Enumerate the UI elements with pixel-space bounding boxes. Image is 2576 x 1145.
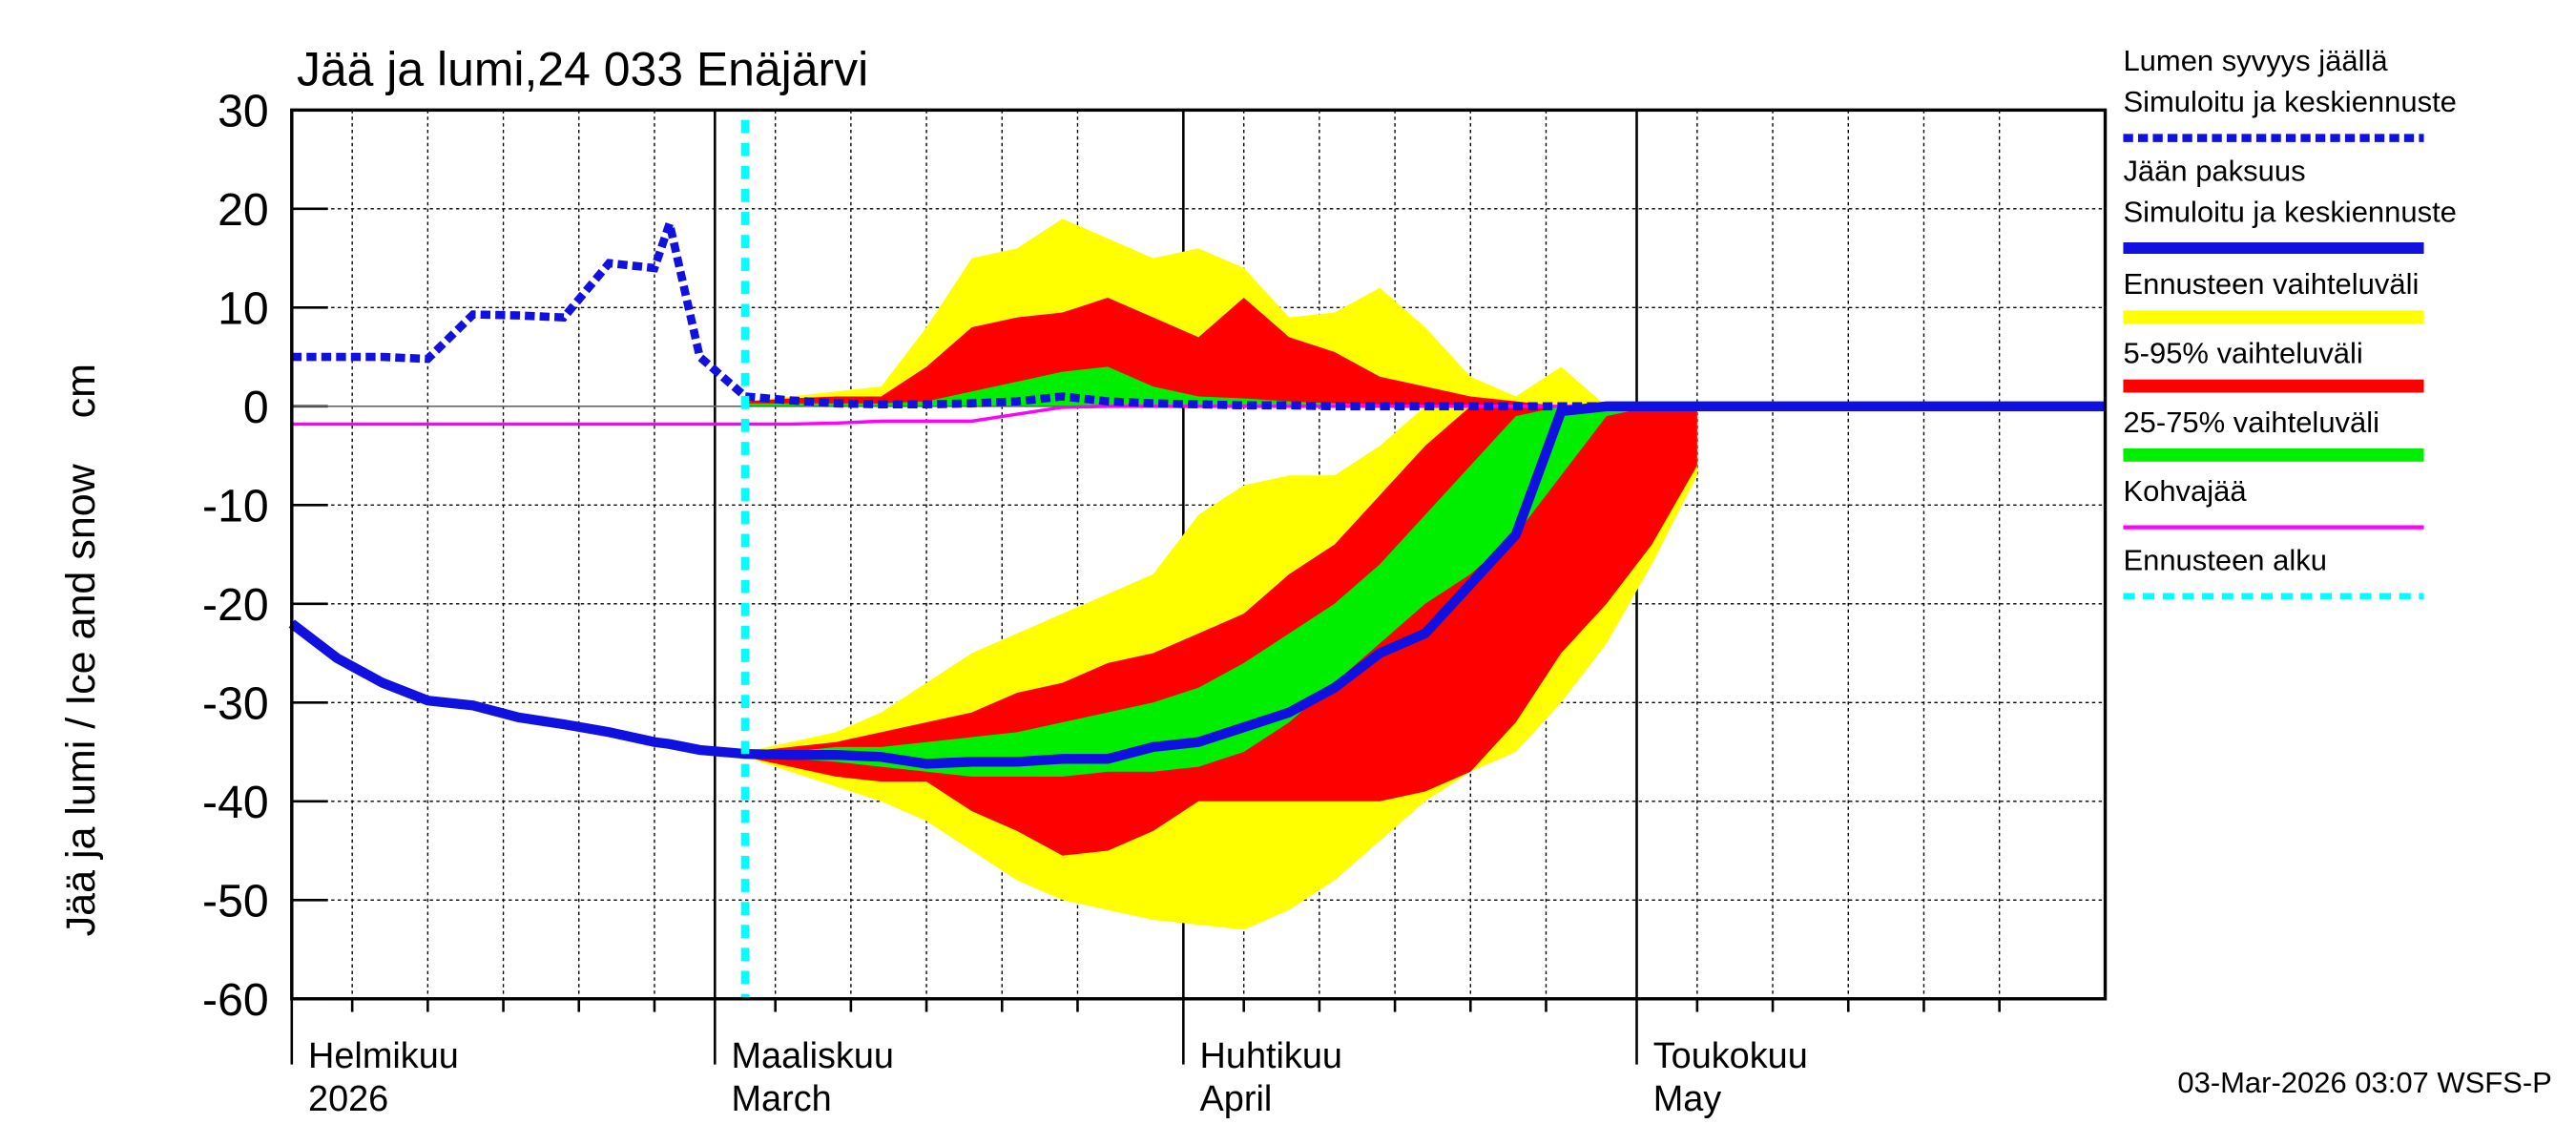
legend-label: Lumen syvyys jäällä [2123, 44, 2388, 77]
legend-swatch [2123, 379, 2424, 393]
series-line [288, 401, 2106, 769]
legend-swatch [2123, 448, 2424, 462]
y-tick-label: 30 [218, 86, 269, 137]
x-tick-label: Huhtikuu [1200, 1036, 1342, 1076]
y-tick-label: 0 [243, 382, 269, 433]
x-tick-label: Toukokuu [1653, 1036, 1808, 1076]
footer: 03-Mar-2026 03:07 WSFS-P [2177, 1066, 2551, 1099]
legend-label: 5-95% vaihteluväli [2123, 336, 2362, 369]
y-tick-label: -60 [202, 974, 269, 1026]
y-tick-label: -50 [202, 875, 269, 926]
legend-label: Ennusteen alku [2123, 543, 2327, 576]
plot-frame [290, 108, 2108, 1001]
x-tick-label: Maaliskuu [732, 1036, 894, 1076]
legend-label: Ennusteen vaihteluväli [2123, 267, 2419, 301]
legend-label: Simuloitu ja keskiennuste [2123, 195, 2456, 228]
chart-title: Jää ja lumi,24 033 Enäjärvi [297, 43, 868, 96]
y-axis-label: Jää ja lumi / Ice and snow cm [58, 364, 104, 936]
ice-band [744, 406, 1697, 777]
legend-label: Simuloitu ja keskiennuste [2123, 85, 2456, 118]
legend-swatch [2123, 310, 2424, 324]
legend-label: Jään paksuus [2123, 154, 2305, 187]
legend-label: Kohvajää [2123, 474, 2247, 508]
legend-label: 25-75% vaihteluväli [2123, 406, 2379, 439]
y-tick-label: -10 [202, 481, 269, 532]
x-tick-label: May [1653, 1079, 1722, 1119]
x-tick-label: 2026 [308, 1079, 388, 1119]
x-tick-label: Helmikuu [308, 1036, 459, 1076]
y-tick-label: 20 [218, 184, 269, 236]
snow-band [744, 297, 1697, 406]
y-tick-label: -40 [202, 777, 269, 828]
x-tick-label: April [1200, 1079, 1273, 1119]
y-tick-label: 10 [218, 283, 269, 335]
x-tick-label: March [732, 1079, 832, 1119]
y-tick-label: -20 [202, 579, 269, 631]
snow-band [744, 366, 1697, 406]
y-tick-label: -30 [202, 678, 269, 730]
